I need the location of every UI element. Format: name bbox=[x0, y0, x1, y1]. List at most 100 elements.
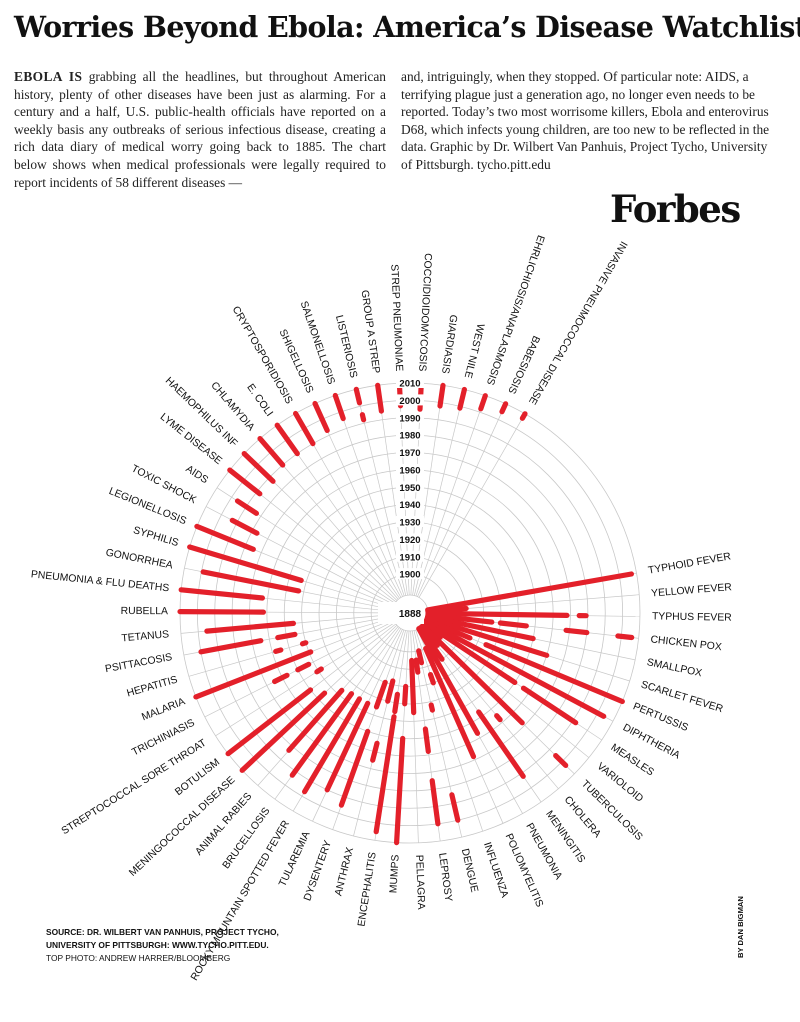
photo-credit: TOP PHOTO: ANDREW HARRER/BLOOMBERG bbox=[46, 953, 231, 963]
year-label-background bbox=[396, 533, 424, 545]
report-period-bar bbox=[338, 728, 371, 808]
report-period-bar bbox=[437, 382, 446, 409]
report-period-bar bbox=[497, 620, 529, 629]
center-label-background bbox=[378, 602, 424, 624]
disease-label: PELLAGRA bbox=[413, 855, 426, 910]
report-period-bar bbox=[359, 412, 367, 423]
disease-label: HEPATITIS bbox=[126, 675, 179, 700]
report-period-bar bbox=[332, 392, 346, 422]
spoke-line bbox=[415, 395, 486, 597]
spoke-line bbox=[215, 622, 395, 737]
spoke-line bbox=[418, 413, 526, 598]
year-label-background bbox=[396, 498, 424, 510]
intro-lead: EBOLA IS bbox=[14, 69, 83, 84]
year-label-background bbox=[396, 377, 424, 388]
disease-label: TETANUS bbox=[121, 629, 170, 644]
intro-left-text: grabbing all the headlines, but througho… bbox=[14, 69, 386, 190]
report-period-bar bbox=[416, 648, 425, 666]
report-period-bar bbox=[178, 587, 265, 601]
spoke-line bbox=[188, 617, 393, 677]
report-period-bar bbox=[425, 614, 536, 642]
report-period-bar bbox=[420, 622, 525, 726]
center-year-label: 1888 bbox=[399, 609, 422, 620]
report-period-bar bbox=[494, 713, 503, 723]
report-period-bar bbox=[312, 400, 330, 433]
spoke-line bbox=[417, 403, 506, 597]
source-line-1: SOURCE: DR. WILBERT VAN PANHUIS, PROJECT… bbox=[46, 927, 279, 937]
spoke-line bbox=[421, 626, 559, 789]
disease-label: INVASIVE PNEUMOCOCCAL DISEASE bbox=[526, 239, 629, 406]
year-label-background bbox=[396, 411, 424, 423]
report-period-bar bbox=[615, 633, 635, 641]
report-period-bar bbox=[177, 608, 266, 615]
report-period-bar bbox=[295, 661, 312, 673]
year-tick-label: 1900 bbox=[399, 570, 420, 581]
year-label-background bbox=[396, 550, 424, 562]
disease-label: YELLOW FEVER bbox=[651, 582, 733, 599]
year-tick-label: 1960 bbox=[399, 465, 420, 476]
intro-left-column: EBOLA IS grabbing all the headlines, but… bbox=[14, 68, 386, 191]
year-label-background bbox=[396, 429, 424, 441]
report-period-bar bbox=[409, 657, 417, 716]
year-tick-label: 1980 bbox=[399, 431, 420, 442]
report-period-bar bbox=[370, 740, 380, 763]
report-period-bar bbox=[424, 615, 550, 658]
year-tick-label: 1910 bbox=[399, 552, 420, 563]
report-period-bar bbox=[274, 422, 300, 457]
report-period-bar bbox=[457, 386, 467, 411]
disease-label: MUMPS bbox=[388, 854, 401, 893]
report-period-bar bbox=[425, 610, 570, 619]
disease-label: RUBELLA bbox=[121, 606, 168, 617]
disease-label: INFLUENZA bbox=[481, 841, 510, 899]
report-period-bar bbox=[416, 626, 481, 736]
report-period-bar bbox=[427, 671, 436, 686]
disease-label: TYPHUS FEVER bbox=[652, 611, 732, 623]
report-period-bar bbox=[187, 544, 304, 584]
report-period-bar bbox=[324, 700, 371, 793]
year-label-background bbox=[396, 568, 424, 580]
report-period-bar bbox=[314, 666, 324, 675]
report-period-bar bbox=[423, 618, 607, 719]
disease-label: MALARIA bbox=[140, 696, 187, 723]
report-period-bar bbox=[553, 752, 569, 769]
report-period-bar bbox=[425, 571, 635, 613]
disease-label: EHRLICHIOSIS/ANAPLASMOSIS bbox=[484, 234, 546, 387]
report-period-bar bbox=[229, 517, 260, 536]
disease-label: GONORRHEA bbox=[105, 547, 174, 571]
report-period-bar bbox=[413, 657, 421, 675]
disease-label: GROUP A STREP bbox=[358, 289, 381, 374]
report-period-bar bbox=[394, 735, 406, 846]
disease-label: WEST NILE bbox=[462, 322, 486, 379]
report-period-bar bbox=[275, 631, 298, 641]
disease-label: SYPHILIS bbox=[132, 525, 180, 549]
disease-label: TYPHOID FEVER bbox=[647, 551, 732, 576]
source-credit: SOURCE: DR. WILBERT VAN PANHUIS, PROJECT… bbox=[46, 926, 279, 965]
report-period-bar bbox=[425, 612, 495, 625]
disease-label: LEPROSY bbox=[436, 852, 453, 902]
disease-label: SMALLPOX bbox=[646, 657, 703, 679]
report-period-bar bbox=[563, 627, 590, 636]
disease-label: AIDS bbox=[184, 464, 210, 486]
disease-label: PSITTACOSIS bbox=[104, 652, 173, 675]
year-tick-label: 1970 bbox=[399, 448, 420, 459]
year-label-background bbox=[396, 446, 424, 458]
spoke-line bbox=[314, 403, 403, 597]
report-period-bar bbox=[239, 690, 328, 773]
year-tick-label: 1930 bbox=[399, 518, 420, 529]
disease-label: DYSENTERY bbox=[302, 839, 334, 902]
report-period-bar bbox=[293, 410, 316, 447]
report-period-bar bbox=[499, 401, 509, 415]
report-period-bar bbox=[428, 702, 435, 713]
report-period-bar bbox=[302, 696, 362, 795]
disease-label: GIARDIASIS bbox=[439, 314, 458, 375]
report-period-bar bbox=[385, 678, 396, 704]
disease-label: DENGUE bbox=[459, 848, 480, 894]
spoke-line bbox=[423, 624, 590, 758]
disease-label: E. COLI bbox=[244, 382, 274, 419]
report-period-bar bbox=[241, 451, 276, 484]
report-period-bar bbox=[375, 382, 384, 414]
year-tick-label: 2010 bbox=[399, 379, 420, 390]
disease-label: HAEMOPHILUS INF bbox=[163, 376, 239, 450]
spoke-line bbox=[415, 629, 484, 832]
report-period-bar bbox=[422, 620, 518, 686]
